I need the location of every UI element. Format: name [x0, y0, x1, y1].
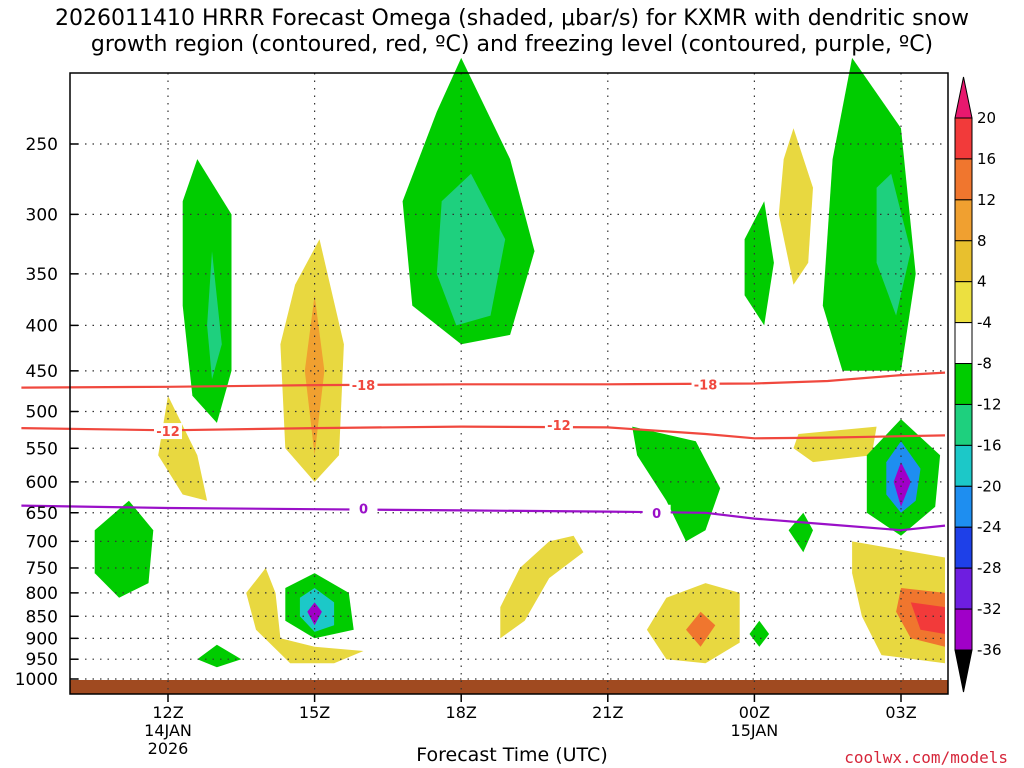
site-credit[interactable]: coolwx.com/models	[844, 748, 1008, 767]
colorbar-box-8	[954, 444, 973, 487]
colorbar-box-5	[954, 322, 973, 365]
colorbar-box-4	[954, 281, 973, 324]
colorbar-box-0	[954, 117, 973, 160]
colorbar-box-1	[954, 158, 973, 201]
omega-region-24	[893, 462, 911, 507]
contour-label-bg	[154, 423, 182, 440]
colorbar-box-10	[954, 526, 973, 569]
colorbar-label-16: 16	[977, 150, 996, 168]
ytick-label-650: 650	[26, 504, 58, 524]
xtick-year: 2026	[148, 739, 189, 758]
colorbar-bottom-arrow	[954, 649, 973, 693]
xtick-label-15Z: 15Z	[299, 703, 330, 722]
omega-colorbar: 20 16 12 8 4 -4 -8 -12 -16 -20 -24 -28 -32 -36	[954, 76, 1002, 693]
colorbar-label-12: 12	[977, 191, 996, 209]
colorbar-box-12	[954, 608, 973, 651]
colorbar-label--16: -16	[977, 436, 1002, 454]
ytick-label-850: 850	[26, 607, 58, 627]
ytick-label-1000: 1000	[15, 670, 58, 690]
chart-title: 2026011410 HRRR Forecast Omega (shaded, …	[55, 6, 969, 57]
colorbar-label--24: -24	[977, 518, 1002, 536]
xtick-date: 15JAN	[731, 721, 779, 740]
omega-region-13	[197, 644, 242, 668]
omega-region-9	[246, 568, 364, 664]
ytick-label-750: 750	[26, 559, 58, 579]
colorbar-box-2	[954, 199, 973, 242]
xtick-label-12Z: 12Z	[152, 703, 183, 722]
colorbar-label-20: 20	[977, 109, 996, 127]
ytick-label-500: 500	[26, 403, 58, 423]
ytick-label-700: 700	[26, 532, 58, 552]
colorbar-label--28: -28	[977, 559, 1002, 577]
pressure-gridlines	[70, 73, 948, 694]
contour-label-bg	[349, 377, 378, 394]
ytick-label-600: 600	[26, 473, 58, 493]
omega-region-2	[207, 251, 222, 380]
ground-surface	[70, 680, 948, 694]
ytick-label-300: 300	[26, 205, 58, 225]
omega-region-16	[632, 426, 721, 542]
ytick-label-350: 350	[26, 265, 58, 285]
ytick-label-450: 450	[26, 362, 58, 382]
ytick-label-950: 950	[26, 650, 58, 670]
omega-region-1	[182, 159, 232, 423]
colorbar-label--32: -32	[977, 600, 1002, 618]
contour--18	[21, 371, 946, 389]
colorbar-box-3	[954, 240, 973, 283]
contour-label-bg	[349, 500, 378, 517]
omega-region-8	[500, 535, 584, 639]
ytick-label-250: 250	[26, 135, 58, 155]
ytick-label-900: 900	[26, 629, 58, 649]
plot-frame	[69, 72, 949, 695]
colorbar-box-6	[954, 363, 973, 405]
xtick-label-18Z: 18Z	[446, 703, 477, 722]
ytick-label-400: 400	[26, 316, 58, 336]
ytick-label-800: 800	[26, 584, 58, 604]
omega-region-20	[876, 173, 911, 316]
omega-region-17	[778, 128, 813, 285]
xtick-label-21Z: 21Z	[592, 703, 623, 722]
omega-region-27	[910, 602, 945, 634]
pressure-axis: 2503003504004505005506006507007508008509…	[15, 135, 78, 690]
xtick-label-03Z: 03Z	[885, 703, 916, 722]
ytick-label-550: 550	[26, 439, 58, 459]
contour--12	[21, 425, 946, 440]
contour-label-bg	[544, 417, 573, 434]
omega-region-21	[793, 426, 877, 463]
contour-label--18: -18	[694, 378, 718, 393]
colorbar-label--8: -8	[977, 355, 992, 373]
omega-region-7	[436, 173, 506, 326]
colorbar-label-8: 8	[977, 232, 987, 250]
contour-label--18: -18	[352, 379, 376, 394]
x-axis-label: Forecast Time (UTC)	[416, 744, 608, 766]
colorbar-box-9	[954, 485, 973, 528]
omega-region-5	[304, 295, 325, 456]
omega-region-0	[94, 500, 154, 598]
contour-label-bg	[642, 504, 671, 521]
colorbar-label--20: -20	[977, 477, 1002, 495]
contour-label-0: 0	[359, 503, 368, 518]
omega-region-19	[822, 57, 916, 371]
contour-label--12: -12	[156, 425, 180, 440]
xtick-label-00Z: 00Z	[739, 703, 770, 722]
omega-region-29	[749, 620, 770, 647]
omega-region-18	[744, 201, 774, 326]
temperature-contours: -18 -18 -12 -12 0 0	[21, 371, 946, 532]
colorbar-box-7	[954, 403, 973, 446]
colorbar-box-11	[954, 567, 973, 610]
omega-shading	[94, 57, 945, 668]
colorbar-label-4: 4	[977, 273, 987, 291]
contour-label--12: -12	[547, 419, 571, 434]
colorbar-label--4: -4	[977, 314, 992, 332]
contour-label-0: 0	[652, 507, 661, 522]
omega-region-28	[788, 512, 813, 553]
xtick-date: 14JAN	[144, 721, 192, 740]
contour-label-bg	[691, 376, 720, 393]
colorbar-label--12: -12	[977, 395, 1002, 413]
colorbar-top-arrow	[954, 76, 973, 119]
colorbar-label--36: -36	[977, 641, 1002, 659]
